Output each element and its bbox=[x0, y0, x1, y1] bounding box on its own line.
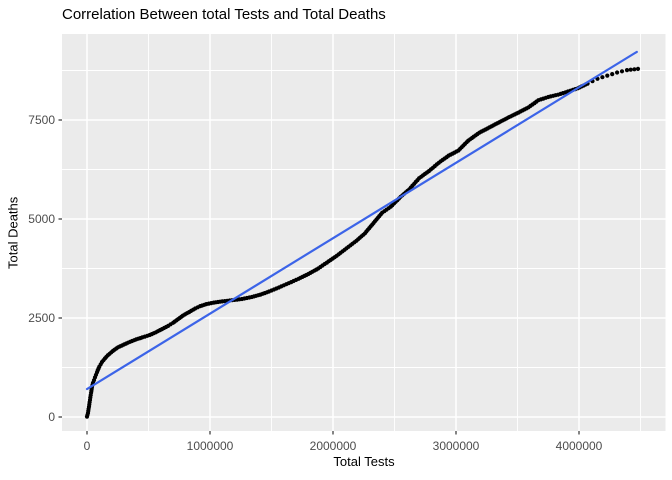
y-axis-title: Total Deaths bbox=[5, 196, 21, 269]
scatter-point bbox=[628, 67, 633, 72]
y-tick-label: 0 bbox=[48, 410, 55, 424]
scatter-point bbox=[610, 72, 615, 77]
x-axis-title: Total Tests bbox=[333, 454, 395, 469]
y-tick-label: 7500 bbox=[28, 113, 55, 127]
scatter-point bbox=[615, 70, 620, 75]
x-tick-label: 4000000 bbox=[556, 439, 603, 453]
x-tick-label: 2000000 bbox=[310, 439, 357, 453]
scatter-point bbox=[624, 68, 630, 73]
y-tick-label: 2500 bbox=[28, 311, 55, 325]
trend-line bbox=[85, 50, 638, 391]
x-tick-label: 1000000 bbox=[187, 439, 234, 453]
x-tick-label: 3000000 bbox=[433, 439, 480, 453]
scatter-point bbox=[619, 69, 625, 74]
scatter-point bbox=[632, 67, 637, 72]
chart-title: Correlation Between total Tests and Tota… bbox=[62, 6, 386, 23]
scatter-point bbox=[600, 75, 605, 80]
y-tick-label: 5000 bbox=[28, 212, 55, 226]
scatter-point bbox=[635, 66, 641, 71]
scatter-point bbox=[605, 73, 610, 78]
x-tick-label: 0 bbox=[84, 439, 91, 453]
